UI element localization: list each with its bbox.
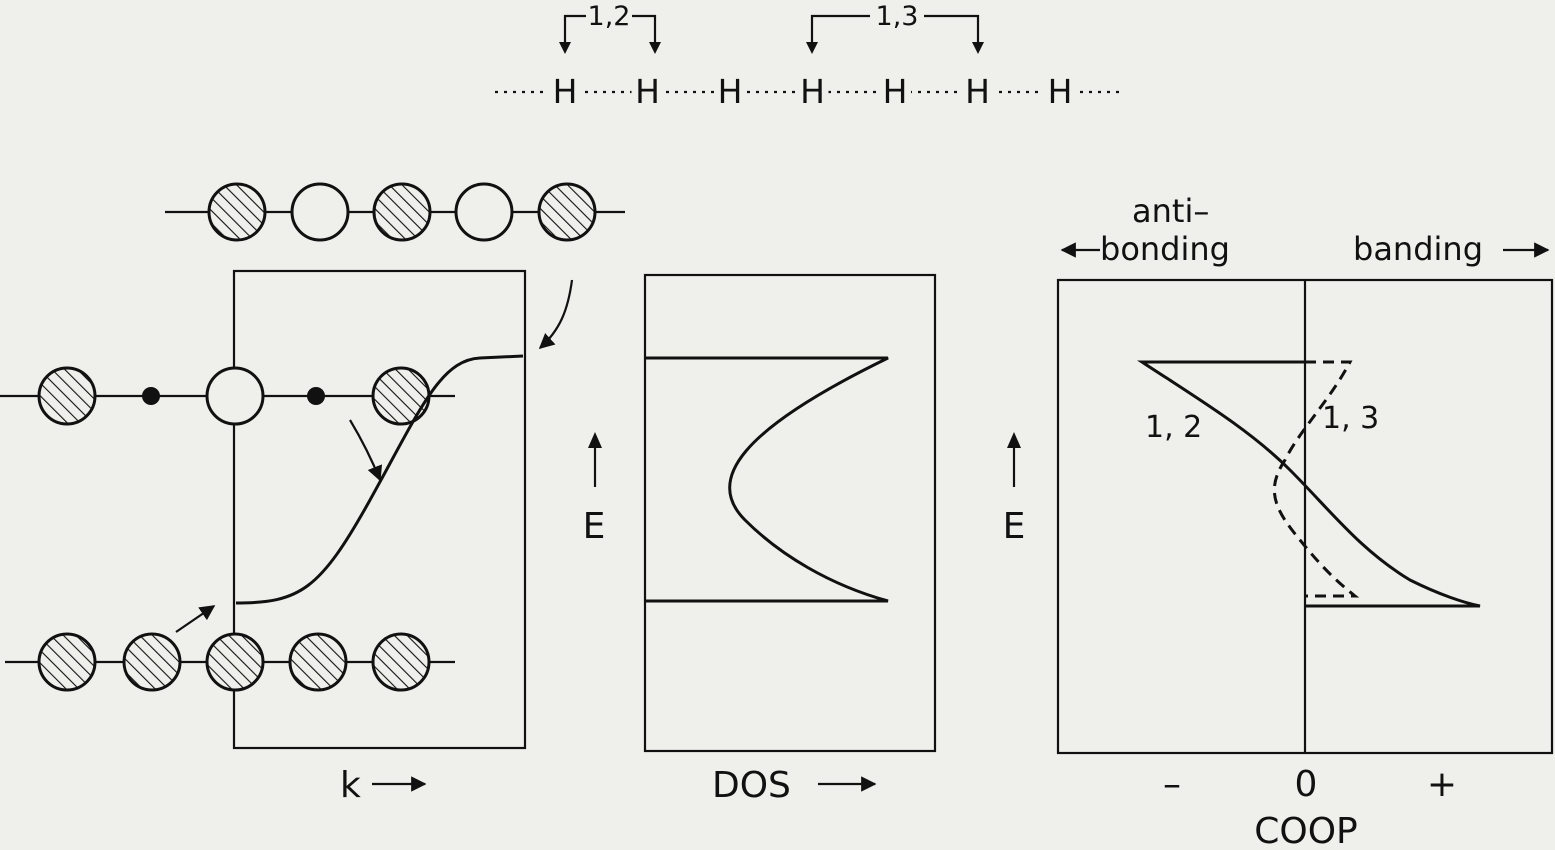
coop-energy-axis: E xyxy=(1003,432,1026,547)
bracket-1-2-label: 1,2 xyxy=(588,1,631,32)
dos-energy-axis: E xyxy=(583,432,606,547)
orbital-bot-4 xyxy=(288,632,348,692)
coop-axis-label: COOP xyxy=(1254,811,1358,850)
chain-atom-7: H xyxy=(1048,72,1073,111)
coop-curve-1-2-label: 1, 2 xyxy=(1145,410,1202,445)
coop-curve-1-2 xyxy=(1136,360,1481,608)
orbital-top-3 xyxy=(372,182,432,242)
orbital-bot-3 xyxy=(205,632,265,692)
coop-tick-minus: – xyxy=(1163,764,1181,805)
chain-atom-6: H xyxy=(965,72,990,111)
antibonding-label-line2: bonding xyxy=(1100,230,1230,268)
orbital-bot-5 xyxy=(371,632,431,692)
orbital-top-5 xyxy=(537,182,597,242)
coop-curve-1-3 xyxy=(1272,360,1360,598)
chain-atom-4: H xyxy=(800,72,825,111)
k-axis-label: k xyxy=(340,765,361,806)
arrow-mid-orbital xyxy=(349,419,383,482)
orbital-top-1 xyxy=(207,182,267,242)
antibonding-label-line1: anti– xyxy=(1132,192,1209,230)
dos-panel: E DOS xyxy=(583,273,937,806)
orbital-bot-2 xyxy=(122,632,182,692)
coop-tick-zero: 0 xyxy=(1295,764,1318,805)
bracket-1-3: 1,3 xyxy=(806,1,984,54)
orbital-top-2 xyxy=(290,182,350,242)
orbital-chain-top xyxy=(165,182,625,242)
orbital-chain-middle xyxy=(0,366,455,426)
dos-energy-label: E xyxy=(583,506,606,547)
dos-frame xyxy=(643,273,937,753)
chain-atom-5: H xyxy=(883,72,908,111)
band-structure-panel: k xyxy=(0,182,625,806)
chain-atom-bg-5 xyxy=(879,72,911,104)
chain-atom-bg-4 xyxy=(796,72,829,104)
hydrogen-chain: H H H H H H H 1,2 1,3 xyxy=(495,1,1125,111)
arrow-top-orbital xyxy=(538,279,574,350)
arrow-bottom-orbital xyxy=(175,605,216,633)
chain-atom-bg-1 xyxy=(549,72,581,104)
dos-axis-label: DOS xyxy=(712,765,791,806)
orbital-mid-node-2 xyxy=(307,387,325,405)
chain-atom-bg-7 xyxy=(1044,72,1076,104)
orbital-mid-2 xyxy=(205,366,265,426)
orbital-chain-bottom xyxy=(5,632,455,692)
coop-curve-1-3-label: 1, 3 xyxy=(1322,401,1379,436)
chain-atom-bg-2 xyxy=(631,72,664,104)
orbital-mid-3 xyxy=(371,366,431,426)
bracket-1-3-label: 1,3 xyxy=(876,1,919,32)
band-curve xyxy=(235,354,524,605)
coop-tick-plus: + xyxy=(1427,764,1457,805)
band-frame xyxy=(232,269,527,750)
chain-atom-1: H xyxy=(553,72,578,111)
dos-curve xyxy=(645,356,889,603)
chain-atom-3: H xyxy=(718,72,743,111)
bracket-1-2: 1,2 xyxy=(559,1,661,54)
orbital-bot-1 xyxy=(37,632,97,692)
orbital-top-4 xyxy=(454,182,514,242)
bonding-label: banding xyxy=(1353,230,1483,268)
chain-atom-bg-3 xyxy=(714,72,746,104)
coop-panel: 1, 2 1, 3 E anti– bonding banding – 0 + … xyxy=(1003,192,1554,850)
chain-atom-bg-6 xyxy=(961,72,994,104)
orbital-mid-node-1 xyxy=(142,387,160,405)
chain-atom-2: H xyxy=(635,72,660,111)
orbital-mid-1 xyxy=(37,366,97,426)
coop-energy-label: E xyxy=(1003,506,1026,547)
